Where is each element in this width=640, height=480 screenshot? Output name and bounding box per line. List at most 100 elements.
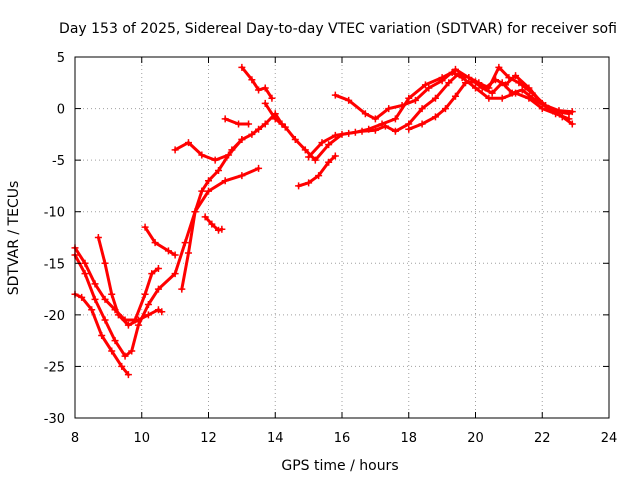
data-point xyxy=(418,120,426,128)
data-point xyxy=(218,225,226,233)
series-track-15 xyxy=(405,72,573,133)
data-point xyxy=(98,331,106,339)
data-point xyxy=(158,308,166,316)
data-point xyxy=(391,115,399,123)
data-point xyxy=(318,139,326,147)
data-point xyxy=(238,136,246,144)
data-point xyxy=(345,96,353,104)
data-point xyxy=(552,108,560,116)
series-line xyxy=(333,65,574,121)
data-point xyxy=(108,290,116,298)
data-point xyxy=(565,110,573,118)
data-point xyxy=(331,131,339,139)
data-point xyxy=(118,362,126,370)
data-point xyxy=(201,213,209,221)
y-tick-label: -25 xyxy=(44,360,65,375)
data-point xyxy=(325,141,333,149)
data-point xyxy=(502,81,510,89)
data-point xyxy=(181,239,189,247)
y-tick-label: -5 xyxy=(52,154,65,169)
data-point xyxy=(268,94,276,102)
data-point xyxy=(525,84,533,92)
grid xyxy=(75,57,609,418)
data-point xyxy=(518,86,526,94)
series-line xyxy=(307,72,574,159)
data-point xyxy=(101,316,109,324)
data-point xyxy=(271,115,279,123)
x-tick-labels: 8 10 12 14 16 18 20 22 24 xyxy=(71,431,617,446)
data-point xyxy=(291,136,299,144)
data-point xyxy=(301,146,309,154)
data-point xyxy=(472,78,479,86)
data-point xyxy=(311,156,319,164)
data-point xyxy=(101,259,109,267)
axis-ticks xyxy=(74,56,610,419)
data-point xyxy=(91,295,99,303)
data-point xyxy=(171,270,179,278)
data-point xyxy=(261,84,269,92)
x-tick-label: 24 xyxy=(601,431,618,446)
data-point xyxy=(248,76,256,84)
data-point xyxy=(411,96,419,104)
data-point xyxy=(88,306,96,314)
data-point xyxy=(101,295,109,303)
data-point xyxy=(94,234,102,241)
data-point xyxy=(281,123,289,131)
data-point xyxy=(512,72,520,80)
data-point xyxy=(148,270,156,278)
y-tick-label: -15 xyxy=(44,257,65,272)
data-point xyxy=(78,293,86,301)
data-point xyxy=(124,371,132,379)
data-point xyxy=(144,311,152,319)
data-point xyxy=(91,280,99,288)
y-axis-title: SDTVAR / TECUs xyxy=(6,181,22,296)
data-point xyxy=(235,120,243,128)
data-point xyxy=(358,127,366,135)
data-point xyxy=(405,94,413,102)
data-point xyxy=(191,208,199,216)
data-point xyxy=(295,182,303,190)
data-point xyxy=(381,122,389,130)
data-point xyxy=(331,91,339,99)
series-line xyxy=(223,117,250,126)
data-point xyxy=(451,65,459,73)
series-line xyxy=(73,166,261,358)
data-point xyxy=(441,105,449,113)
data-point xyxy=(171,146,179,154)
data-point xyxy=(421,81,429,89)
data-point xyxy=(492,76,500,84)
data-point xyxy=(331,152,339,160)
data-point xyxy=(221,115,229,123)
data-point xyxy=(465,74,473,82)
data-point xyxy=(221,177,229,185)
data-point xyxy=(205,187,212,195)
data-point xyxy=(305,153,313,161)
chart-title: Day 153 of 2025, Sidereal Day-to-day VTE… xyxy=(59,21,617,37)
data-point xyxy=(238,172,246,180)
series-track-12 xyxy=(305,70,576,161)
data-point xyxy=(178,285,186,293)
data-point xyxy=(248,130,256,138)
data-series xyxy=(71,63,576,379)
data-point xyxy=(488,89,496,97)
x-tick-label: 16 xyxy=(334,431,351,446)
data-point xyxy=(198,187,206,195)
data-point xyxy=(398,101,406,109)
series-line xyxy=(240,65,274,100)
data-point xyxy=(361,110,369,118)
y-tick-label: -20 xyxy=(44,309,65,324)
data-point xyxy=(385,105,393,113)
data-point xyxy=(154,264,162,272)
data-point xyxy=(81,259,89,267)
x-tick-label: 22 xyxy=(534,431,551,446)
data-point xyxy=(171,251,179,259)
data-point xyxy=(261,120,269,128)
data-point xyxy=(164,247,172,255)
series-track-3 xyxy=(71,290,132,379)
series-track-8 xyxy=(171,136,246,164)
data-point xyxy=(108,347,116,355)
y-tick-label: -10 xyxy=(44,206,65,221)
x-axis-title: GPS time / hours xyxy=(281,458,398,474)
x-tick-label: 10 xyxy=(133,431,150,446)
data-point xyxy=(371,126,379,134)
